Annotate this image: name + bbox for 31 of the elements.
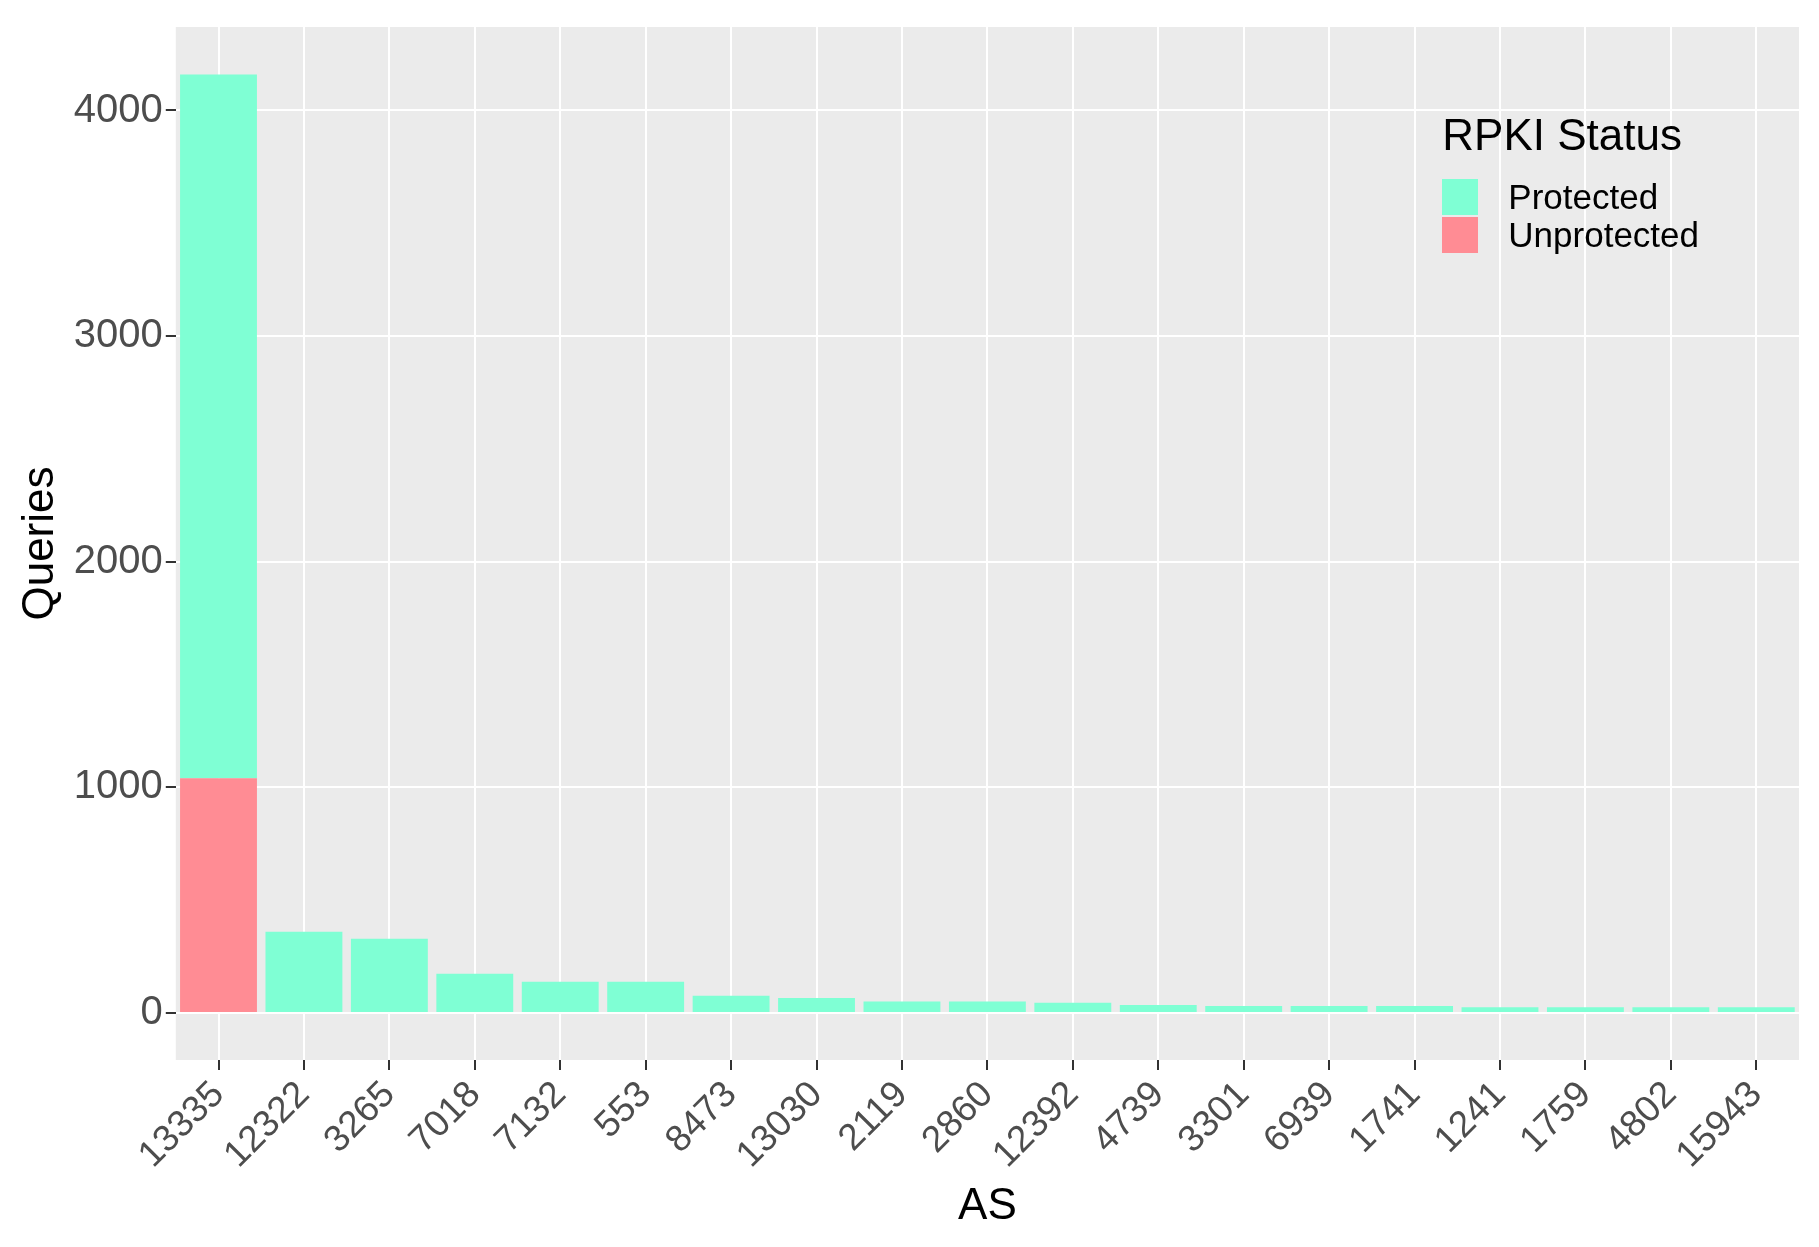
y-axis-title: Queries <box>12 466 62 621</box>
y-tick-label: 0 <box>140 988 163 1033</box>
bar <box>1290 1006 1368 1013</box>
x-tick-label: 553 <box>585 1072 659 1146</box>
x-axis-title: AS <box>958 1178 1017 1228</box>
bar <box>1461 1007 1539 1013</box>
bar <box>863 1001 941 1013</box>
bar <box>1205 1006 1283 1013</box>
bar <box>1119 1004 1197 1013</box>
bar <box>1632 1007 1710 1013</box>
bar <box>1717 1007 1795 1013</box>
bar <box>265 931 343 1013</box>
bar <box>521 981 599 1013</box>
bar <box>350 938 428 1013</box>
bar <box>607 981 685 1013</box>
y-tick-label: 3000 <box>73 311 163 356</box>
bar <box>692 995 770 1013</box>
y-tick-label: 4000 <box>73 85 163 130</box>
bar <box>1376 1006 1453 1013</box>
bar <box>1546 1007 1624 1013</box>
bar <box>436 973 514 1013</box>
bar <box>948 1001 1026 1013</box>
legend-label: Unprotected <box>1508 215 1699 255</box>
legend-label: Protected <box>1508 177 1659 217</box>
bar <box>180 74 257 779</box>
y-tick-label: 1000 <box>73 762 163 807</box>
y-tick-label: 2000 <box>73 536 163 581</box>
bar <box>1034 1002 1112 1013</box>
legend-title: RPKI Status <box>1442 110 1683 160</box>
bar <box>180 778 257 1013</box>
bar <box>778 998 855 1013</box>
